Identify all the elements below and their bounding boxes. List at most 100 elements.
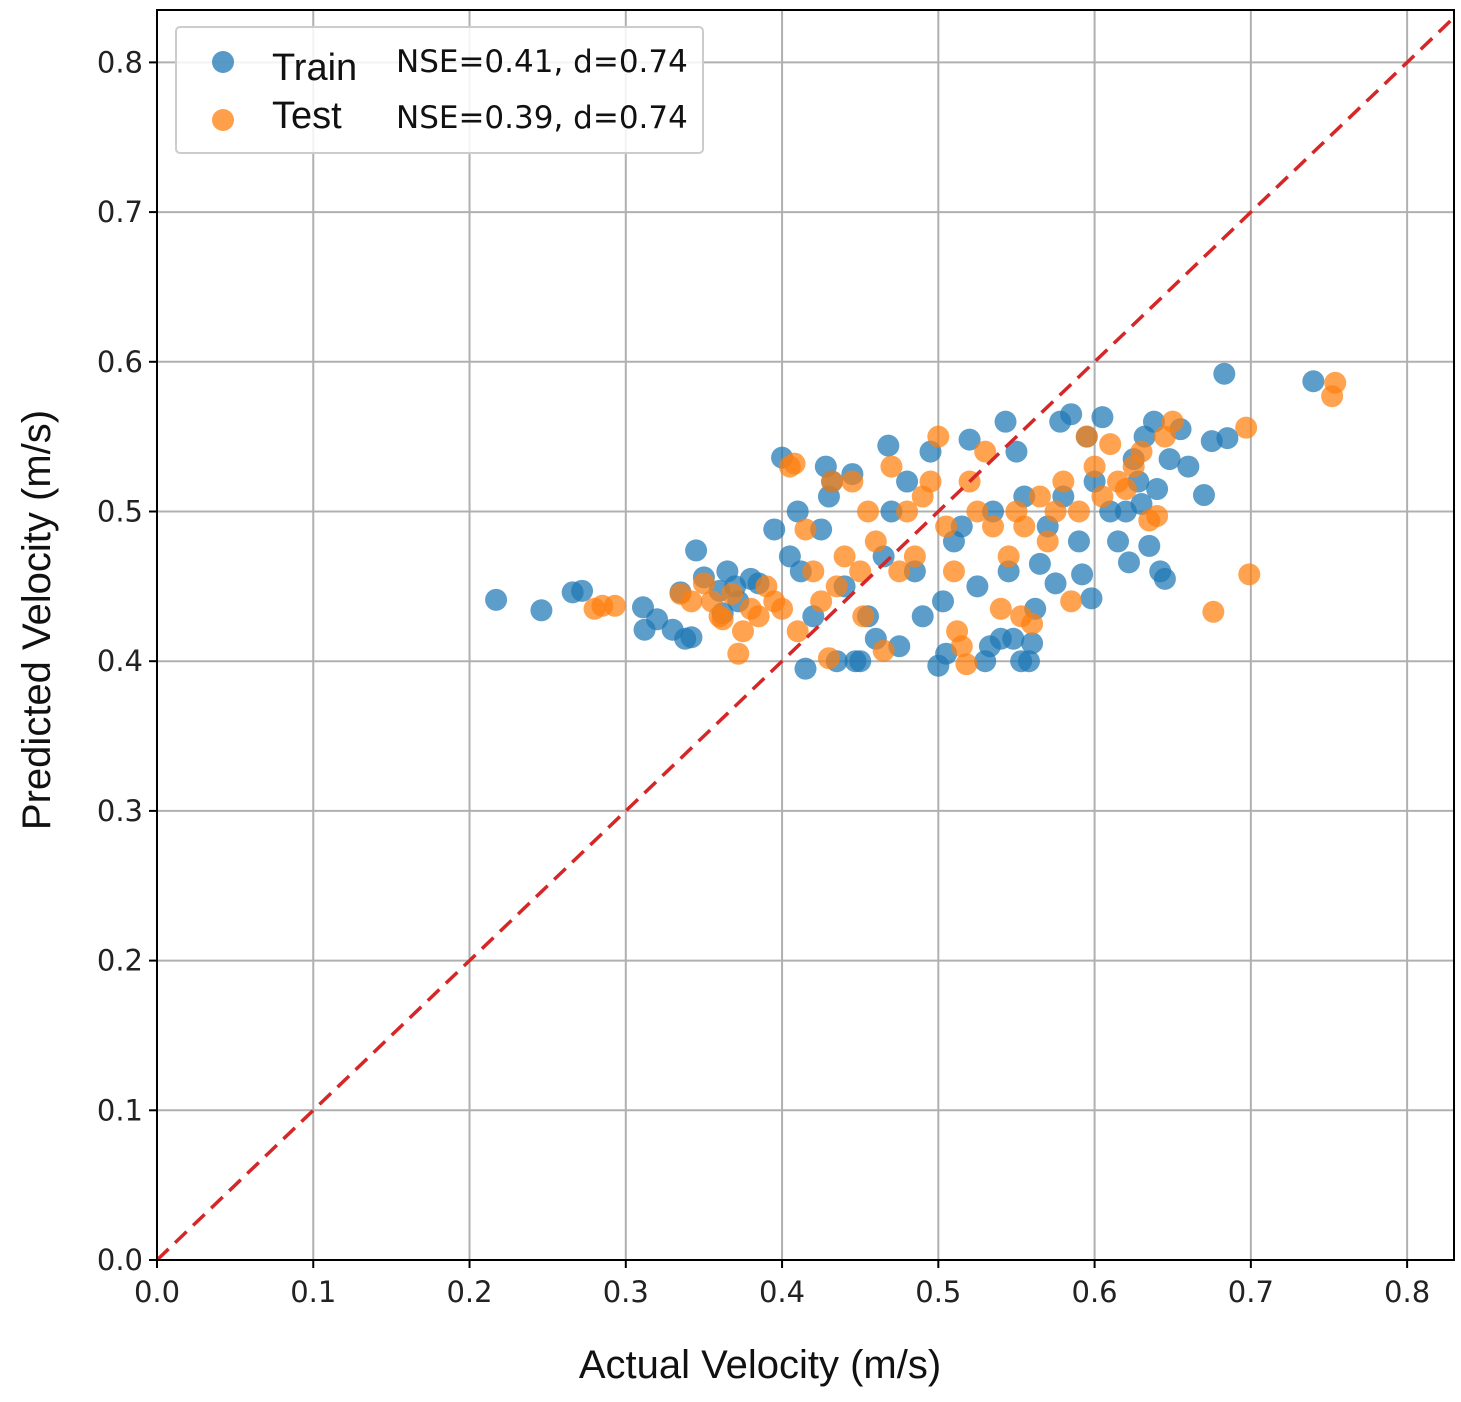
test-point	[771, 597, 794, 620]
test-point	[919, 470, 942, 493]
train-point	[763, 518, 786, 541]
test-point	[935, 515, 958, 538]
test-point	[942, 560, 965, 583]
test-point	[903, 545, 926, 568]
y-tick-label: 0.4	[97, 644, 143, 678]
x-tick-label: 0.4	[759, 1275, 805, 1309]
y-axis-ticks: 0.0 0.1 0.2 0.3 0.4 0.5 0.6 0.7 0.8	[97, 45, 157, 1277]
test-point	[927, 425, 950, 448]
x-tick-label: 0.8	[1384, 1275, 1430, 1309]
train-point	[1138, 534, 1161, 557]
y-tick-label: 0.7	[97, 195, 143, 229]
test-point	[1067, 500, 1090, 523]
train-point	[1146, 478, 1169, 501]
x-axis-ticks: 0.0 0.1 0.2 0.3 0.4 0.5 0.6 0.7 0.8	[134, 1260, 1430, 1309]
train-point	[786, 500, 809, 523]
legend-test-stat: NSE=0.39, d=0.74	[396, 100, 688, 136]
train-point	[911, 605, 934, 628]
test-point	[810, 590, 833, 613]
train-point	[896, 470, 919, 493]
y-tick-label: 0.1	[97, 1093, 143, 1127]
x-tick-label: 0.5	[915, 1275, 961, 1309]
legend-test-marker	[212, 109, 234, 131]
test-point	[1021, 612, 1044, 635]
train-point	[1192, 484, 1215, 507]
train-point	[1017, 650, 1040, 673]
train-point	[966, 575, 989, 598]
test-point	[1146, 504, 1169, 527]
test-point	[727, 642, 750, 665]
plot-frame	[156, 9, 1455, 1261]
train-point	[810, 518, 833, 541]
train-point	[1153, 567, 1176, 590]
test-point	[974, 440, 997, 463]
train-point	[849, 650, 872, 673]
train-point	[932, 590, 955, 613]
train-point	[1044, 572, 1067, 595]
test-point	[1091, 485, 1114, 508]
test-point	[997, 545, 1020, 568]
test-point	[794, 518, 817, 541]
y-tick-label: 0.2	[97, 944, 143, 978]
train-point	[958, 428, 981, 451]
y-tick-label: 0.5	[97, 494, 143, 528]
test-point	[1099, 433, 1122, 456]
train-point	[1091, 406, 1114, 429]
x-tick-label: 0.7	[1228, 1275, 1274, 1309]
test-point	[864, 530, 887, 553]
test-point	[857, 500, 880, 523]
train-point	[1107, 530, 1130, 553]
test-point	[1028, 485, 1051, 508]
x-tick-label: 0.2	[446, 1275, 492, 1309]
test-point	[841, 470, 864, 493]
test-point	[872, 639, 895, 662]
y-axis-label: Predicted Velocity (m/s)	[15, 410, 59, 830]
train-point	[1177, 455, 1200, 478]
train-point	[950, 515, 973, 538]
test-point	[1044, 500, 1067, 523]
test-point	[1083, 455, 1106, 478]
series-test	[583, 371, 1347, 676]
train-point	[685, 539, 708, 562]
test-point	[1114, 478, 1137, 501]
data-points	[485, 362, 1347, 680]
test-point	[1075, 425, 1098, 448]
x-axis-label: Actual Velocity (m/s)	[579, 1343, 941, 1387]
train-point	[1005, 440, 1028, 463]
train-point	[530, 599, 553, 622]
train-point	[1002, 627, 1025, 650]
test-point	[1036, 530, 1059, 553]
y-tick-label: 0.3	[97, 794, 143, 828]
test-point	[680, 590, 703, 613]
test-point	[783, 452, 806, 475]
test-point	[692, 572, 715, 595]
train-point	[1158, 448, 1181, 471]
x-tick-label: 0.1	[290, 1275, 336, 1309]
test-point	[786, 620, 809, 643]
test-point	[880, 455, 903, 478]
test-point	[711, 608, 734, 631]
train-point	[1130, 493, 1153, 516]
test-point	[955, 653, 978, 676]
test-point	[833, 545, 856, 568]
train-point	[1071, 563, 1094, 586]
test-point	[852, 605, 875, 628]
legend: Train NSE=0.41, d=0.74 Test NSE=0.39, d=…	[175, 26, 704, 154]
legend-train-marker	[212, 51, 234, 73]
train-point	[1060, 403, 1083, 426]
test-point	[802, 560, 825, 583]
legend-train-label: Train	[272, 47, 357, 89]
test-point	[747, 605, 770, 628]
x-tick-label: 0.6	[1072, 1275, 1118, 1309]
x-tick-label: 0.0	[134, 1275, 180, 1309]
test-point	[1238, 563, 1261, 586]
train-point	[485, 588, 508, 611]
train-point	[994, 410, 1017, 433]
test-point	[1161, 410, 1184, 433]
test-point	[1202, 600, 1225, 623]
legend-test-label: Test	[272, 95, 342, 137]
test-point	[721, 582, 744, 605]
train-point	[880, 500, 903, 523]
test-point	[603, 594, 626, 617]
legend-train-stat: NSE=0.41, d=0.74	[396, 44, 688, 80]
